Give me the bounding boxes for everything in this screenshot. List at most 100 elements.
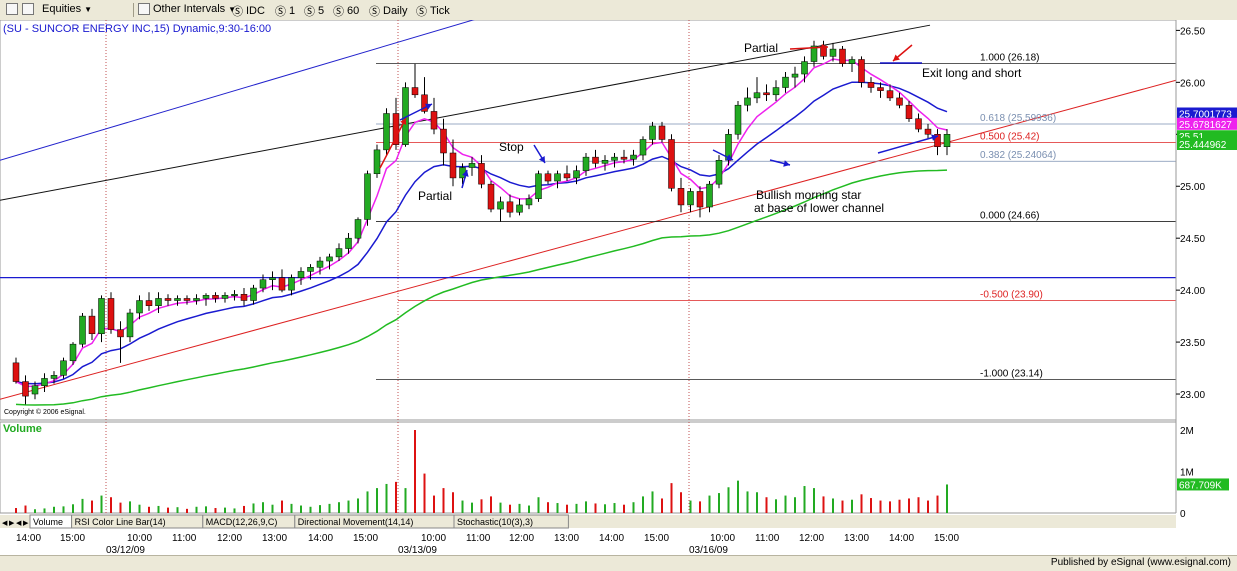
candle-up	[31, 385, 39, 395]
volume-bar	[72, 504, 74, 513]
candle-up	[516, 204, 523, 213]
ma-slow-line	[15, 169, 948, 406]
volume-bar	[566, 504, 568, 513]
date-axis-label: 03/13/09	[398, 545, 437, 555]
candle-down	[592, 156, 599, 164]
volume-bar	[518, 503, 521, 513]
candle-down	[449, 152, 457, 179]
equities-dropdown[interactable]: Equities ▼	[42, 3, 92, 15]
candle-down	[544, 173, 552, 182]
price-axis-label: 24.50	[1180, 234, 1205, 245]
candle-up	[345, 237, 352, 249]
volume-bar	[813, 488, 815, 513]
volume-bar	[756, 492, 758, 513]
candle-down	[164, 298, 172, 301]
time-axis-label: 11:00	[755, 533, 780, 544]
candle-up	[288, 277, 295, 291]
volume-bar	[879, 500, 882, 513]
candle-down	[658, 125, 666, 140]
tick-button[interactable]: Ⓢ Tick	[416, 3, 450, 19]
annotation-arrow-blue-head	[726, 154, 733, 161]
candle-down	[563, 173, 571, 179]
volume-bar	[176, 507, 179, 513]
toolbar-menu-icon[interactable]	[6, 3, 18, 15]
volume-bar	[509, 504, 511, 513]
volume-bar	[661, 498, 663, 513]
grid-icon	[22, 3, 34, 15]
time-axis-label: 12:00	[509, 533, 534, 544]
fib-level-label: -1.000 (23.14)	[980, 368, 1043, 379]
time-axis-label: 13:00	[844, 533, 869, 544]
candle-up	[468, 163, 476, 168]
volume-bar	[537, 497, 540, 513]
fib-level-label: 0.618 (25.59936)	[980, 113, 1056, 124]
interval-1-label: 1	[289, 5, 296, 17]
daily-label: Daily	[383, 5, 408, 17]
volume-bar	[243, 505, 245, 513]
volume-bar	[490, 496, 492, 513]
volume-bar	[157, 505, 160, 513]
candle-up	[41, 378, 48, 386]
volume-bar	[423, 473, 426, 513]
annotation-exit: Exit long and short	[922, 66, 1022, 80]
idc-label: IDC	[246, 5, 265, 17]
volume-bar	[224, 507, 226, 513]
interval-60-button[interactable]: Ⓢ 60	[333, 3, 359, 19]
volume-bar	[585, 501, 587, 513]
interval-1-button[interactable]: Ⓢ 1	[275, 3, 295, 19]
time-axis-label: 10:00	[421, 533, 446, 544]
price-axis-label: 24.00	[1180, 286, 1205, 297]
calendar-icon: Ⓢ	[369, 6, 380, 18]
volume-bar	[338, 502, 340, 513]
candle-up	[772, 87, 780, 96]
channel-line-red	[0, 79, 1177, 400]
toolbar-grid-icon[interactable]	[22, 3, 34, 15]
volume-bar	[404, 488, 407, 513]
annotation-arrow-red-head	[821, 43, 828, 51]
candle-up	[259, 279, 267, 289]
time-axis-label: 14:00	[889, 533, 914, 544]
time-axis-label: 15:00	[644, 533, 669, 544]
other-intervals-dropdown[interactable]: Other Intervals ▼	[138, 3, 236, 15]
daily-button[interactable]: Ⓢ Daily	[369, 3, 407, 19]
price-chart[interactable]: 1.000 (26.18) 0.618 (25.59936) 0.500 (25.4…	[0, 20, 1237, 555]
fib-level-label: 1.000 (26.18)	[980, 53, 1040, 64]
volume-bar	[24, 505, 27, 513]
time-axis-label: 12:00	[799, 533, 824, 544]
interval-5-button[interactable]: Ⓢ 5	[304, 3, 324, 19]
tick-label: Tick	[430, 5, 450, 17]
tab-4[interactable]	[453, 514, 569, 529]
candle-up	[60, 360, 67, 376]
candle-up	[639, 139, 647, 156]
candle-up	[126, 312, 134, 338]
equities-label: Equities	[42, 3, 82, 15]
volume-bar	[309, 506, 312, 513]
candle-up	[193, 298, 200, 301]
volume-bar	[632, 502, 635, 513]
toolbar: Equities ▼ Other Intervals ▼ Ⓢ IDC Ⓢ 1 Ⓢ 5…	[0, 0, 1237, 21]
candle-up	[525, 198, 533, 206]
price-marker	[1177, 117, 1237, 130]
volume-bar	[870, 498, 872, 513]
candle-up	[497, 201, 504, 210]
volume-bar	[100, 495, 103, 513]
volume-bar	[328, 503, 331, 513]
idc-button[interactable]: Ⓢ IDC	[232, 3, 265, 19]
time-axis-label: 14:00	[599, 533, 624, 544]
candle-up	[734, 104, 742, 135]
tab-label: Stochastic(10(3),3)	[457, 517, 533, 527]
volume-bar	[946, 484, 948, 513]
volume-bar	[366, 491, 369, 513]
annotation-arrow-blue-head	[783, 160, 790, 167]
candle-down	[88, 315, 96, 335]
copyright-text: Copyright © 2006 eSignal.	[4, 408, 86, 416]
intervals-icon	[138, 3, 150, 15]
tab-label: RSI Color Line Bar(14)	[75, 517, 166, 527]
volume-bar	[718, 493, 720, 513]
price-marker-label: 25.7001773	[1179, 110, 1232, 121]
volume-bar	[119, 502, 122, 513]
candle-down	[421, 94, 428, 112]
candle-up	[354, 219, 362, 239]
volume-bar	[832, 498, 834, 513]
candle-up	[725, 134, 732, 161]
